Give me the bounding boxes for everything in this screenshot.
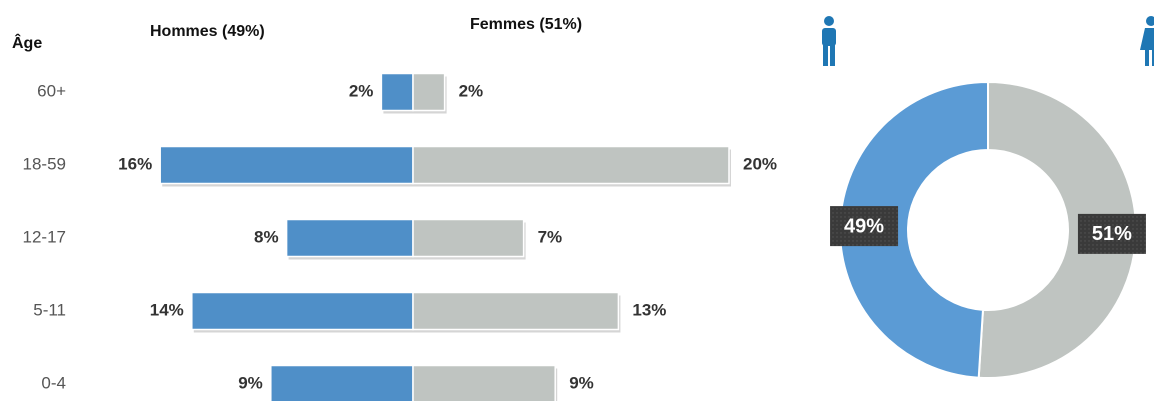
donut-slice — [839, 80, 989, 379]
legend-women: Femmes (51%) — [470, 16, 582, 33]
category-label: 18-59 — [23, 154, 66, 173]
bar — [412, 364, 556, 401]
value-label: 14% — [150, 300, 184, 319]
label-box — [1077, 213, 1146, 254]
value-label: 2% — [459, 81, 484, 100]
value-label: 16% — [118, 154, 152, 173]
value-label: 7% — [538, 227, 563, 246]
category-label: 5-11 — [33, 300, 66, 319]
axis-label: Âge — [12, 33, 42, 52]
value-label: 13% — [632, 300, 666, 319]
data-label: 51% — [1092, 223, 1132, 245]
bar — [285, 218, 414, 258]
bar — [412, 72, 446, 112]
value-label: 9% — [238, 373, 263, 392]
bar — [270, 364, 414, 401]
label-box — [830, 206, 899, 247]
donut-slice — [977, 80, 1137, 379]
bar — [412, 145, 730, 185]
category-label: 0-4 — [41, 373, 66, 392]
category-label: 12-17 — [23, 227, 66, 246]
value-label: 2% — [349, 81, 374, 100]
value-label: 8% — [254, 227, 279, 246]
data-label: 49% — [844, 215, 884, 237]
bar — [159, 145, 414, 185]
male-icon — [822, 16, 836, 66]
bar — [412, 218, 525, 258]
category-label: 60+ — [37, 81, 66, 100]
legend-men: Hommes (49%) — [150, 23, 265, 40]
bar — [380, 72, 414, 112]
bar — [412, 291, 620, 331]
bar — [191, 291, 414, 331]
value-label: 9% — [569, 373, 594, 392]
female-icon — [1140, 16, 1154, 66]
value-label: 20% — [743, 154, 777, 173]
